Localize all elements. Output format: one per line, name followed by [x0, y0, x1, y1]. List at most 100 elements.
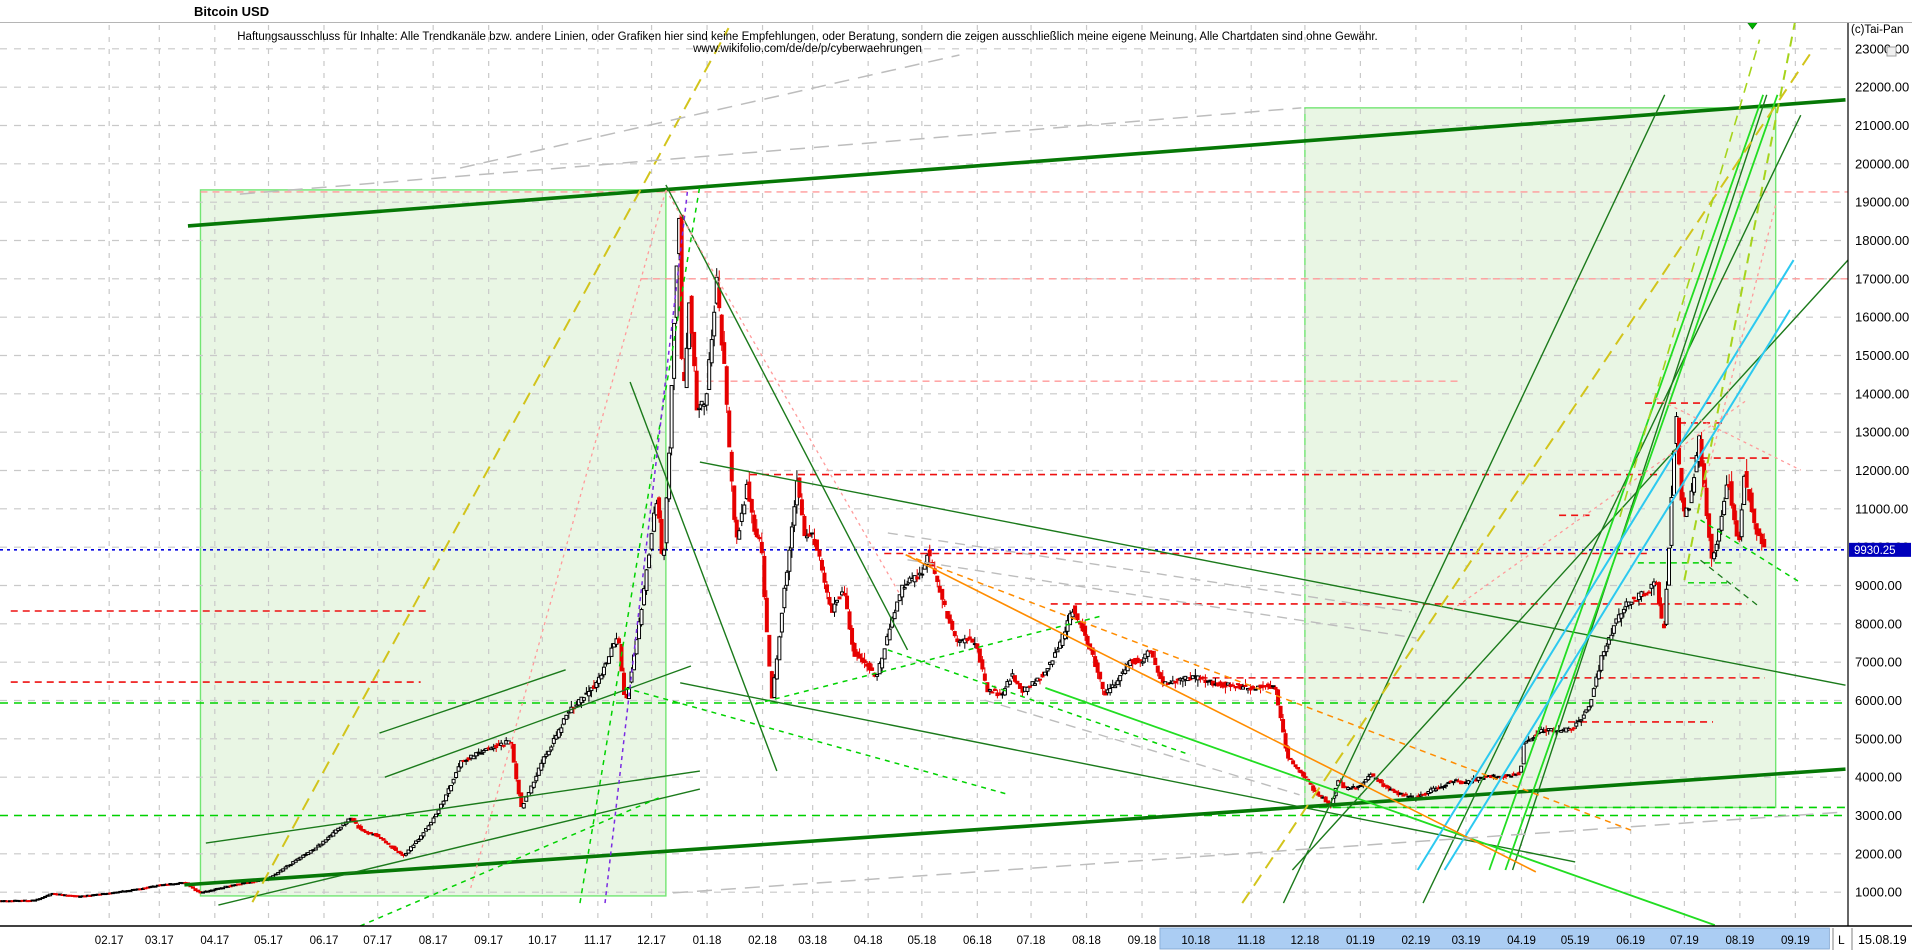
month-tick-label: 01.18 [693, 935, 722, 947]
candle-down [1288, 757, 1293, 760]
candle-up [529, 785, 534, 794]
trendline-pink-19-desc [1655, 397, 1802, 471]
candle-down [955, 638, 960, 643]
candle-up [474, 752, 479, 757]
price-tick-label: 3000.00 [1855, 808, 1902, 823]
trendline-peak-drop-steep [665, 184, 909, 651]
month-tick-label: 03.18 [798, 935, 827, 947]
candle-down [1371, 773, 1376, 777]
candle-up [1672, 450, 1677, 496]
candle-up [707, 359, 712, 390]
candle-down [383, 841, 388, 844]
candle-down [657, 497, 662, 519]
candle-up [1521, 743, 1526, 765]
candle-up [1606, 637, 1611, 645]
candle-down [1646, 591, 1651, 594]
candle-down [807, 533, 812, 537]
candle-up [875, 673, 880, 677]
candle-up [434, 813, 439, 818]
candle-up [782, 587, 787, 609]
candle-down [1158, 672, 1163, 680]
trendline-downtrend-2018-low [680, 682, 1576, 863]
candle-up [1451, 781, 1456, 784]
price-tick-label: 19000.00 [1855, 195, 1909, 210]
candle-up [885, 636, 890, 646]
candle-up [1722, 500, 1727, 516]
candle-down [797, 477, 802, 498]
trend-lines [184, 22, 1848, 926]
candle-up [897, 594, 902, 602]
candle-down [824, 584, 829, 593]
candle-up [1531, 737, 1536, 740]
candle-up [338, 826, 343, 830]
candle-down [817, 549, 822, 557]
candle-up [1115, 680, 1120, 686]
candle-down [1659, 603, 1664, 619]
candle-down [965, 637, 970, 642]
month-tick-label: 03.17 [145, 935, 174, 947]
candle-up [1050, 660, 1055, 665]
candle-up [1589, 699, 1594, 707]
candle-up [772, 677, 777, 698]
candle-down [1150, 650, 1155, 658]
candle-up [1443, 784, 1448, 787]
trendline-gray-bottom [672, 811, 1844, 894]
price-tick-label: 1000.00 [1855, 885, 1902, 900]
candle-up [43, 895, 48, 898]
price-tick-label: 4000.00 [1855, 770, 1902, 785]
candle-down [516, 779, 521, 795]
trendline-cyan-19-a [1416, 259, 1795, 871]
candle-up [283, 866, 288, 870]
trendline-gd-18-desc2 [624, 687, 1010, 796]
candle-up [639, 609, 644, 626]
candle-down [1752, 508, 1757, 523]
candle-up [704, 393, 709, 406]
candle-up [647, 554, 652, 569]
candle-up [408, 846, 413, 852]
candle-up [1446, 781, 1451, 785]
candle-down [1230, 684, 1235, 687]
trendline-gd-18-asc [755, 615, 1102, 705]
candle-up [882, 648, 887, 660]
candle-down [393, 847, 398, 851]
candle-up [318, 843, 323, 847]
candle-up [313, 847, 318, 851]
candle-down [734, 519, 739, 538]
scrollbar-thumb-icon[interactable] [1886, 46, 1897, 57]
candle-down [619, 643, 624, 672]
candle-up [1358, 784, 1363, 787]
candle-down [616, 638, 621, 644]
candle-down [850, 627, 855, 645]
candle-up [1145, 650, 1150, 657]
month-tick-label: 07.19 [1670, 935, 1699, 947]
trendline-fan-yellow-17 [251, 27, 730, 903]
candle-down [1311, 785, 1316, 791]
trendline-pink-19-steep [1699, 204, 1777, 501]
candle-up [1348, 787, 1353, 790]
candle-up [697, 407, 702, 411]
candle-down [386, 842, 391, 845]
candle-up [464, 759, 469, 762]
candle-up [1619, 613, 1624, 619]
candle-down [822, 572, 827, 583]
trendline-gd-18-desc [887, 649, 1191, 756]
month-tick-label: 03.19 [1452, 935, 1481, 947]
candle-down [814, 539, 819, 551]
candle-up [1002, 688, 1007, 696]
candle-up [1010, 673, 1015, 677]
candle-up [1581, 714, 1586, 719]
candle-up [556, 729, 561, 738]
candle-down [1283, 733, 1288, 749]
candle-up [987, 689, 992, 692]
candle-down [1326, 800, 1331, 804]
candle-up [298, 856, 303, 860]
candle-up [1739, 509, 1744, 538]
month-tick-label: 11.18 [1237, 935, 1265, 947]
month-tick-label: 10.17 [528, 935, 557, 947]
candle-down [1098, 671, 1103, 680]
candle-up [1687, 508, 1692, 511]
candle-up [413, 840, 418, 844]
candle-down [1276, 689, 1281, 706]
trendline-ch17-d [379, 669, 566, 734]
